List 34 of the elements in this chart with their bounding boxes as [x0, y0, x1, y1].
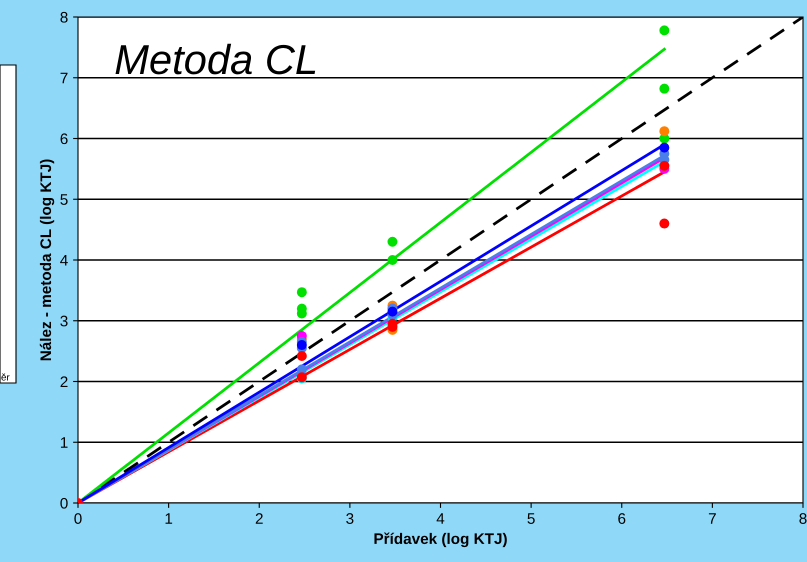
x-tick-label: 4: [436, 513, 444, 524]
x-tick-label: 3: [346, 513, 354, 524]
x-axis-title: Přídavek (log KTJ): [374, 532, 507, 548]
y-tick-label: 4: [60, 255, 68, 266]
y-tick-label: 5: [60, 194, 68, 205]
x-tick-label: 0: [74, 513, 82, 524]
point: [387, 306, 398, 317]
point: [296, 340, 307, 350]
y-tick-label: 0: [60, 498, 68, 509]
x-tick-label: 1: [166, 513, 172, 524]
point: [296, 350, 307, 361]
point: [659, 218, 670, 229]
point: [387, 255, 398, 265]
y-tick-label: 2: [60, 376, 68, 388]
point: [296, 364, 307, 374]
point: [659, 142, 670, 153]
y-tick-label: 7: [60, 72, 68, 84]
point: [296, 287, 307, 298]
point: [387, 236, 398, 247]
x-tick-label: 8: [799, 513, 807, 524]
y-tick-label: 3: [60, 316, 68, 326]
x-tick-label: 2: [256, 513, 263, 524]
text: ěr: [1, 373, 10, 381]
y-tick-label: 1: [60, 437, 68, 448]
point: [659, 84, 670, 94]
y-axis-title: Nález - metoda CL (log KTJ): [40, 159, 54, 360]
y-tick-label: 8: [60, 12, 68, 23]
point: [659, 25, 670, 36]
x-tick-label: 7: [708, 513, 716, 524]
y-tick-label: 6: [60, 133, 68, 144]
x-tick-label: 5: [527, 513, 535, 524]
x-tick-label: 6: [618, 513, 626, 524]
text: Metoda CL: [116, 44, 316, 74]
point: [659, 126, 670, 136]
